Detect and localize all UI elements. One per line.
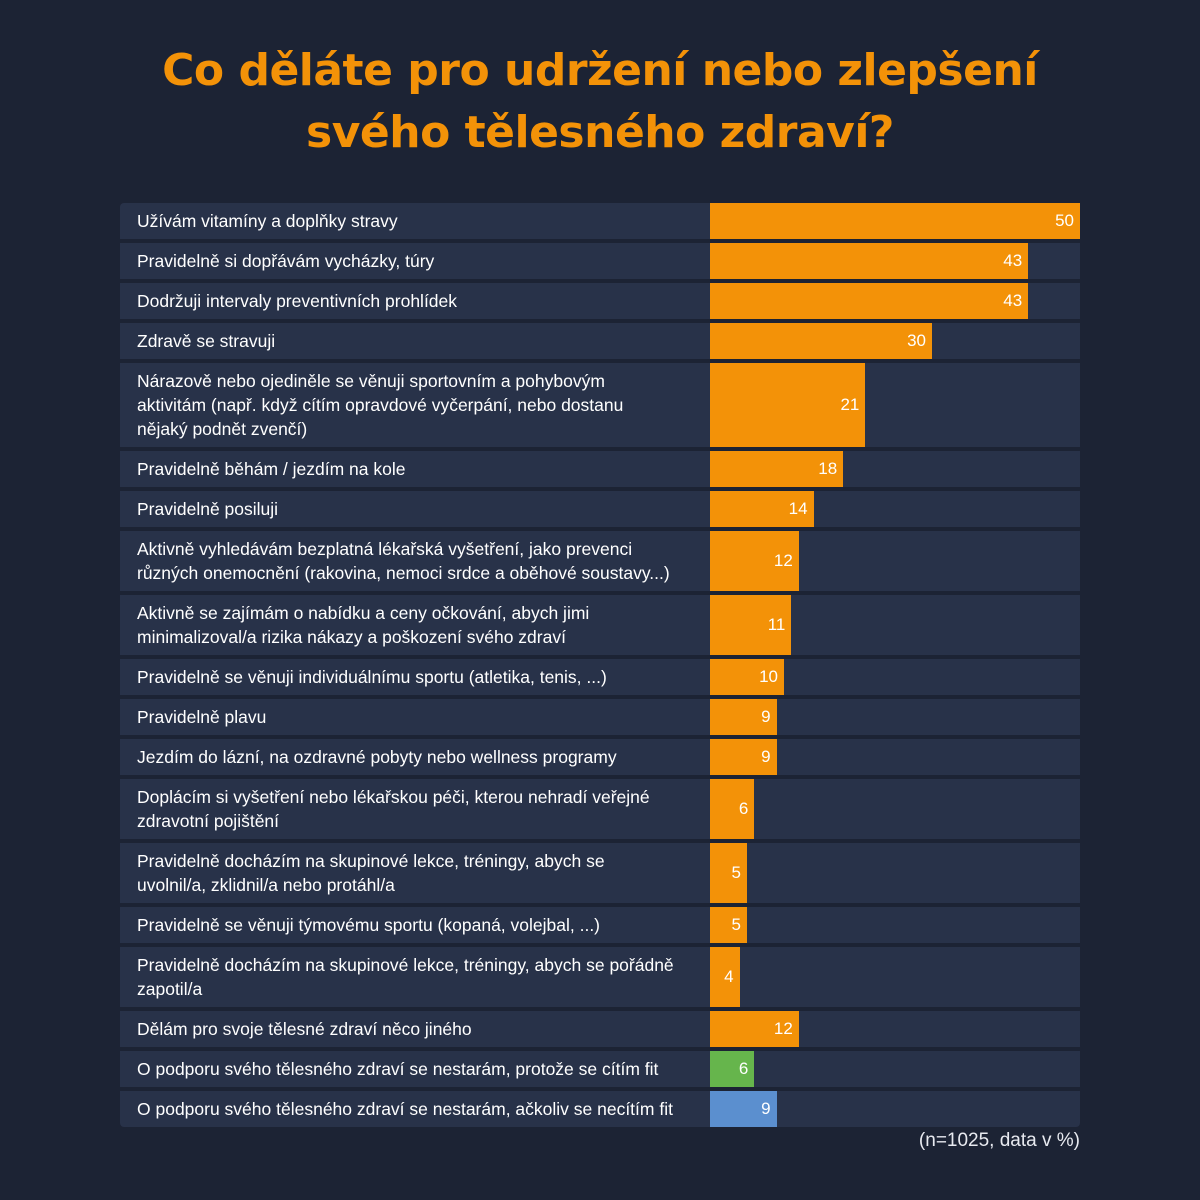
category-label: Pravidelně posiluji: [120, 491, 710, 527]
bar: 21: [710, 363, 866, 447]
bar: 43: [710, 243, 1029, 279]
data-label: 5: [731, 863, 741, 882]
bar-row: Pravidelně posiluji 14: [120, 491, 1080, 527]
bar: 6: [710, 1051, 755, 1087]
bar: 50: [710, 203, 1080, 239]
category-label: Nárazově nebo ojediněle se věnuji sporto…: [120, 363, 710, 447]
category-label: Pravidelně plavu: [120, 699, 710, 735]
data-label: 10: [759, 667, 778, 686]
bar: 18: [710, 451, 844, 487]
bar-track: 6: [710, 779, 1080, 839]
category-label: Doplácím si vyšetření nebo lékařskou péč…: [120, 779, 710, 839]
bar-row: Aktivně se zajímám o nabídku a ceny očko…: [120, 595, 1080, 655]
bar-track: 5: [710, 843, 1080, 903]
data-label: 12: [773, 1019, 793, 1038]
bar-row: Pravidelně se věnuji individuálnímu spor…: [120, 659, 1080, 695]
category-label: Dodržuji intervaly preventivních prohlíd…: [120, 283, 710, 319]
chart-title: Co děláte pro udržení nebo zlepšení svéh…: [162, 45, 1038, 158]
bar-row: Dodržuji intervaly preventivních prohlíd…: [120, 283, 1080, 319]
sample-note: (n=1025, data v %): [918, 1130, 1080, 1151]
bar: 11: [710, 595, 792, 655]
bar-row: Pravidelně plavu 9: [120, 699, 1080, 735]
category-label: Pravidelně se věnuji týmovému sportu (ko…: [120, 907, 710, 943]
bar-track: 43: [710, 283, 1080, 319]
category-label: Pravidelně se věnuji individuálnímu spor…: [120, 659, 710, 695]
bar-row: Pravidelně běhám / jezdím na kole 18: [120, 451, 1080, 487]
data-label: 6: [738, 799, 749, 818]
bar-row: Doplácím si vyšetření nebo lékařskou péč…: [120, 779, 1080, 839]
category-label: Pravidelně běhám / jezdím na kole: [120, 451, 710, 487]
bar: 9: [710, 1091, 777, 1127]
bar-track: 43: [710, 243, 1080, 279]
category-label: Aktivně vyhledávám bezplatná lékařská vy…: [120, 531, 710, 591]
data-label: 18: [818, 459, 838, 478]
bar-track: 12: [710, 1011, 1080, 1047]
bar-row: Dělám pro svoje tělesné zdraví něco jiné…: [120, 1011, 1080, 1047]
bar: 5: [710, 843, 747, 903]
bar: 6: [710, 779, 755, 839]
category-label: O podporu svého tělesného zdraví se nest…: [120, 1051, 710, 1087]
category-label: Dělám pro svoje tělesné zdraví něco jiné…: [120, 1011, 710, 1047]
data-label: 9: [761, 707, 771, 726]
bar-track: 12: [710, 531, 1080, 591]
category-label: Aktivně se zajímám o nabídku a ceny očko…: [120, 595, 710, 655]
bar-row: O podporu svého tělesného zdraví se nest…: [120, 1091, 1080, 1127]
bar-row: Jezdím do lázní, na ozdravné pobyty nebo…: [120, 739, 1080, 775]
data-label: 11: [767, 615, 786, 634]
bar-track: 30: [710, 323, 1080, 359]
bar-track: 18: [710, 451, 1080, 487]
bar: 12: [710, 531, 799, 591]
bar-row: O podporu svého tělesného zdraví se nest…: [120, 1051, 1080, 1087]
bar-track: 5: [710, 907, 1080, 943]
bar: 43: [710, 283, 1029, 319]
category-label: Pravidelně docházím na skupinové lekce, …: [120, 843, 710, 903]
bar-chart: Užívám vitamíny a doplňky stravy 50 Pravid…: [120, 203, 1080, 1127]
data-label: 21: [840, 395, 860, 414]
data-label: 30: [907, 331, 926, 350]
bar: 14: [710, 491, 814, 527]
category-label: O podporu svého tělesného zdraví se nest…: [120, 1091, 710, 1127]
bar: 9: [710, 699, 777, 735]
bar-track: 21: [710, 363, 1080, 447]
bar-row: Nárazově nebo ojediněle se věnuji sporto…: [120, 363, 1080, 447]
data-label: 12: [773, 551, 793, 570]
data-label: 43: [1003, 251, 1023, 270]
data-label: 50: [1055, 211, 1074, 230]
category-label: Zdravě se stravuji: [120, 323, 710, 359]
bar-track: 50: [710, 203, 1080, 239]
bar: 30: [710, 323, 932, 359]
bar-track: 10: [710, 659, 1080, 695]
category-label: Jezdím do lázní, na ozdravné pobyty nebo…: [120, 739, 710, 775]
bar-track: 9: [710, 739, 1080, 775]
bar-row: Pravidelně docházím na skupinové lekce, …: [120, 947, 1080, 1007]
bar-track: 14: [710, 491, 1080, 527]
category-label: Pravidelně docházím na skupinové lekce, …: [120, 947, 710, 1007]
bar-row: Pravidelně se věnuji týmovému sportu (ko…: [120, 907, 1080, 943]
data-label: 4: [724, 967, 734, 986]
category-label: Užívám vitamíny a doplňky stravy: [120, 203, 710, 239]
bar-row: Užívám vitamíny a doplňky stravy 50: [120, 203, 1080, 239]
bar-track: 4: [710, 947, 1080, 1007]
bar-row: Pravidelně docházím na skupinové lekce, …: [120, 843, 1080, 903]
data-label: 43: [1003, 291, 1023, 310]
bar-track: 9: [710, 699, 1080, 735]
data-label: 6: [738, 1059, 749, 1078]
bar-track: 9: [710, 1091, 1080, 1127]
bar: 5: [710, 907, 747, 943]
bar: 10: [710, 659, 784, 695]
bar: 12: [710, 1011, 799, 1047]
data-label: 14: [788, 499, 808, 518]
bar-track: 11: [710, 595, 1080, 655]
bar-track: 6: [710, 1051, 1080, 1087]
category-label: Pravidelně si dopřávám vycházky, túry: [120, 243, 710, 279]
bar-row: Pravidelně si dopřávám vycházky, túry 43: [120, 243, 1080, 279]
bar-row: Zdravě se stravuji 30: [120, 323, 1080, 359]
bar-row: Aktivně vyhledávám bezplatná lékařská vy…: [120, 531, 1080, 591]
data-label: 9: [761, 1099, 771, 1118]
bar: 9: [710, 739, 777, 775]
data-label: 5: [731, 915, 741, 934]
bar: 4: [710, 947, 740, 1007]
data-label: 9: [761, 747, 771, 766]
